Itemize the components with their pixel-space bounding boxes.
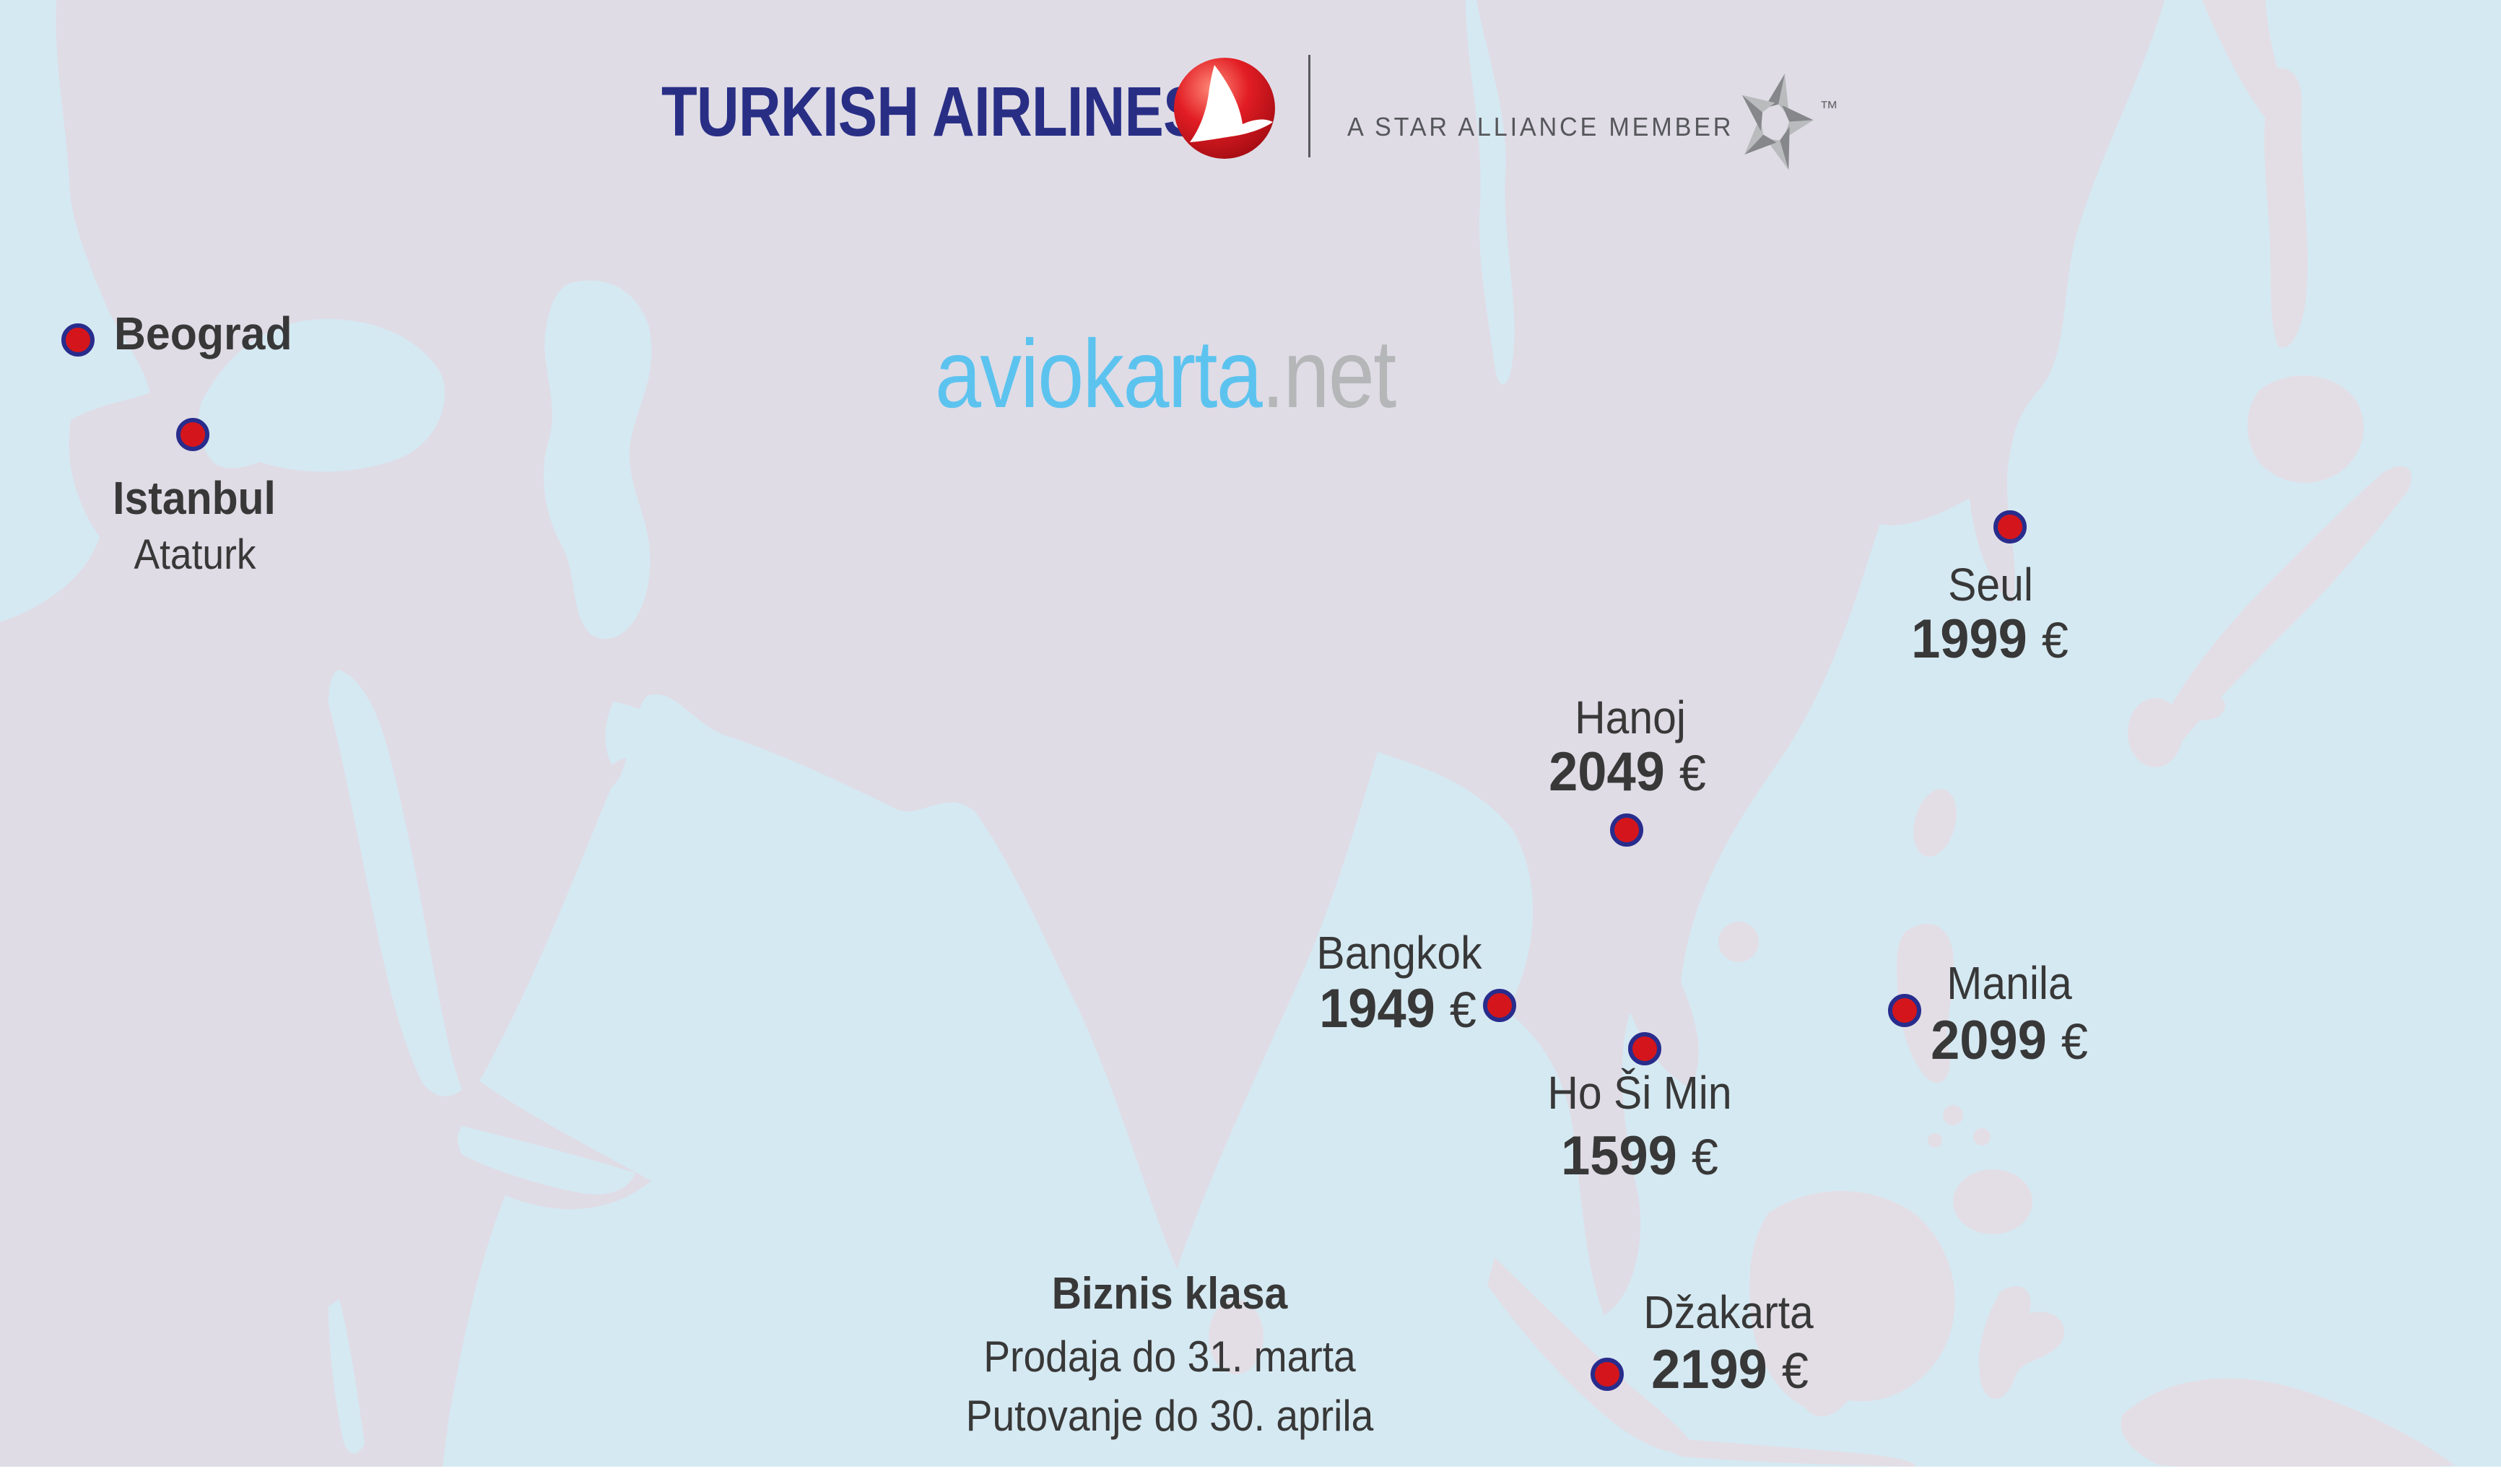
dzakarta-label: Džakarta [1643, 1286, 1814, 1338]
island-borneo [1749, 1191, 1955, 1417]
gulf-of-aden [458, 1126, 635, 1195]
dzakarta-price: 2199 € [1651, 1339, 1809, 1400]
island-visayas-2 [1973, 1128, 1991, 1145]
bangkok-dot [1483, 989, 1516, 1022]
istanbul-label: Istanbul [113, 472, 276, 524]
turkish-airlines-emblem-icon [1174, 58, 1275, 159]
promo-sale-deadline: Prodaja do 31. marta [983, 1332, 1356, 1381]
landmass-eurasia-africa [0, 0, 2165, 1484]
euro-sign: € [1449, 982, 1476, 1038]
euro-sign: € [2041, 612, 2069, 668]
manila-price: 2099 € [1931, 1010, 2088, 1071]
istanbul-sublabel: Ataturk [134, 531, 256, 578]
island-hainan [1718, 922, 1759, 962]
island-sumatra [1487, 1257, 1697, 1454]
euro-sign: € [1679, 745, 1706, 801]
header-divider [1308, 55, 1310, 157]
euro-sign: € [1691, 1129, 1718, 1185]
euro-sign: € [1781, 1343, 1809, 1399]
istanbul-dot [176, 418, 209, 451]
island-taiwan [1913, 789, 1957, 857]
bangkok-label: Bangkok [1316, 927, 1482, 979]
island-java [1664, 1438, 1915, 1467]
island-visayas-1 [1943, 1105, 1963, 1125]
beograd-dot [61, 323, 95, 357]
red-sea [329, 670, 462, 1096]
islands [1209, 0, 2455, 1470]
watermark-name: aviokarta [935, 320, 1263, 428]
ho-si-min-dot [1628, 1032, 1661, 1065]
persian-gulf [605, 702, 700, 765]
rift-lakes [329, 1299, 365, 1454]
euro-sign: € [2061, 1013, 2088, 1070]
hanoj-price: 2049 € [1549, 741, 1706, 803]
island-sri-lanka [1209, 1299, 1263, 1374]
island-new-guinea [2121, 1378, 2455, 1470]
bangkok-price: 1949 € [1319, 978, 1476, 1039]
island-luzon [1897, 924, 1954, 1083]
peninsula-kamchatka [2202, 0, 2288, 124]
seul-price: 1999 € [1911, 608, 2069, 670]
hanoj-dot [1610, 813, 1643, 847]
hanoj-label: Hanoj [1575, 691, 1686, 743]
trademark-symbol: ™ [1819, 97, 1838, 118]
promo-title: Biznis klasa [1051, 1269, 1288, 1319]
island-sulawesi [1978, 1286, 2064, 1400]
star-alliance-label: A STAR ALLIANCE MEMBER [1347, 112, 1734, 141]
watermark: aviokarta.net [935, 326, 1396, 423]
ho-si-min-price: 1599 € [1561, 1125, 1718, 1187]
bottom-margin [0, 1467, 2501, 1484]
river [1466, 0, 1515, 385]
dzakarta-dot [1591, 1358, 1624, 1391]
island-honshu [2160, 466, 2412, 746]
promo-travel-deadline: Putovanje do 30. aprila [965, 1392, 1374, 1440]
seul-label: Seul [1948, 559, 2033, 611]
island-visayas-3 [1928, 1133, 1942, 1148]
caspian-sea [543, 280, 652, 640]
watermark-tld: .net [1261, 320, 1396, 428]
island-sakhalin [2264, 68, 2308, 348]
seul-dot [1993, 510, 2027, 544]
manila-label: Manila [1947, 957, 2072, 1009]
ho-si-min-label: Ho Ši Min [1547, 1067, 1732, 1119]
manila-dot [1888, 994, 1921, 1027]
beograd-label: Beograd [114, 307, 292, 359]
black-sea [199, 318, 445, 472]
island-hokkaido [2247, 375, 2364, 483]
turkish-airlines-wordmark: TURKISH AIRLINES [661, 72, 1202, 151]
island-mindanao [1953, 1169, 2032, 1234]
star-alliance-logo-icon [1741, 74, 1814, 170]
